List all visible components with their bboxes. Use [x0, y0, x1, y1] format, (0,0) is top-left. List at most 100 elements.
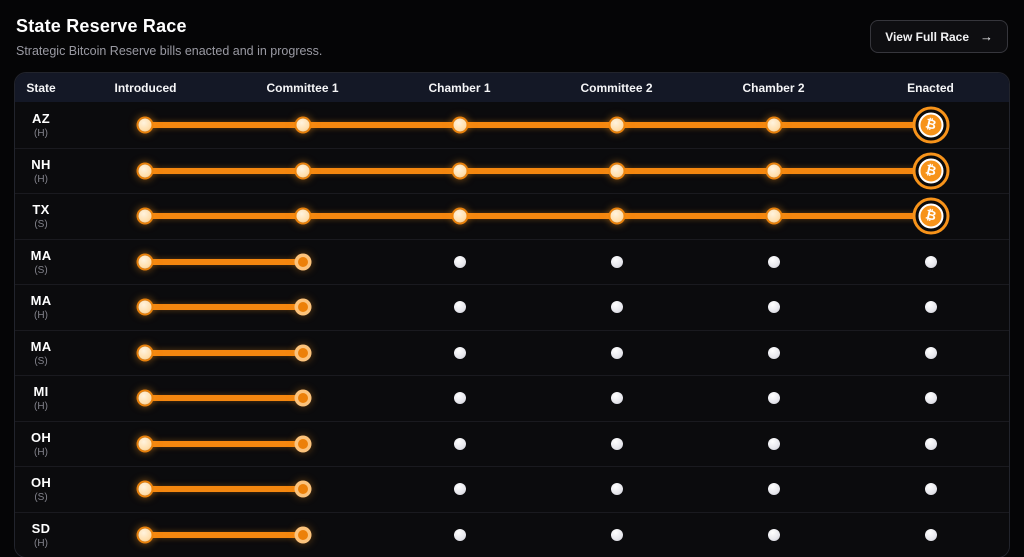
milestone-dot-completed	[138, 255, 152, 269]
column-header-committee-2: Committee 2	[580, 80, 653, 95]
milestone-dot-pending	[767, 437, 780, 450]
state-cell: OH (S)	[15, 467, 67, 512]
milestone-dot-pending	[610, 483, 623, 496]
table-row: SD (H)	[15, 511, 1009, 557]
milestone-dot-pending	[610, 346, 623, 359]
milestone-dot-completed	[138, 118, 152, 132]
progress-line	[145, 349, 303, 356]
state-code: OH	[30, 475, 52, 491]
milestone-dot-current	[297, 347, 308, 358]
state-chamber-label: (S)	[34, 355, 48, 367]
progress-line	[145, 486, 303, 493]
progress-track	[67, 331, 1009, 376]
state-chamber-label: (H)	[34, 401, 48, 413]
milestone-dot-pending	[924, 528, 937, 541]
column-header-chamber-2: Chamber 2	[742, 80, 805, 95]
milestone-dot-pending	[767, 392, 780, 405]
progress-line	[145, 304, 303, 311]
bitcoin-badge-inner: ₿	[918, 158, 943, 184]
milestone-dot-completed	[610, 118, 623, 132]
table-row: OH (S)	[15, 466, 1009, 512]
bitcoin-icon: ₿	[923, 162, 938, 180]
milestone-dot-pending	[924, 483, 937, 496]
table-row: MA (S)	[15, 329, 1009, 376]
milestone-dot-pending	[453, 528, 466, 541]
milestone-dot-completed	[138, 209, 152, 223]
state-code: NH	[31, 156, 51, 172]
milestone-dot-current	[297, 484, 308, 495]
bitcoin-icon: ₿	[923, 116, 938, 134]
state-cell: MA (S)	[15, 240, 67, 285]
race-table: State Introduced Committee 1 Chamber 1 C…	[14, 72, 1010, 557]
milestone-dot-pending	[924, 255, 937, 268]
milestone-dot-completed	[138, 437, 152, 451]
milestone-dot-pending	[924, 437, 937, 450]
progress-track	[67, 467, 1009, 512]
progress-line	[145, 440, 303, 447]
milestone-dot-completed	[138, 391, 152, 405]
state-cell: OH (H)	[15, 422, 67, 467]
state-code: OH	[30, 429, 52, 445]
progress-track	[67, 240, 1009, 285]
milestone-dot-pending	[924, 392, 937, 405]
milestone-dot-completed	[138, 482, 152, 496]
milestone-dot-pending	[453, 437, 466, 450]
milestone-dot-pending	[453, 483, 466, 496]
milestone-dot-pending	[610, 301, 623, 314]
view-full-race-button[interactable]: View Full Race →	[870, 20, 1008, 53]
progress-track	[67, 285, 1009, 330]
state-cell: NH (H)	[15, 149, 67, 194]
milestone-dot-pending	[610, 255, 623, 268]
state-cell: MA (H)	[15, 285, 67, 330]
milestone-dot-pending	[453, 301, 466, 314]
milestone-dot-pending	[924, 346, 937, 359]
milestone-dot-completed	[767, 209, 780, 223]
state-cell: MA (S)	[15, 331, 67, 376]
state-chamber-label: (S)	[34, 264, 48, 276]
state-chamber-label: (H)	[34, 173, 48, 185]
state-cell: SD (H)	[15, 513, 67, 557]
milestone-dot-pending	[453, 392, 466, 405]
progress-track	[67, 513, 1009, 557]
milestone-dot-pending	[610, 528, 623, 541]
milestone-dot-current	[297, 256, 308, 267]
table-row: MI (H)	[15, 375, 1009, 421]
state-code: MA	[30, 293, 52, 309]
milestone-dot-completed	[453, 209, 466, 223]
state-chamber-label: (H)	[34, 446, 48, 458]
milestone-dot-completed	[138, 346, 152, 360]
progress-line	[145, 213, 931, 220]
page-header: State Reserve Race Strategic Bitcoin Res…	[0, 0, 1024, 58]
milestone-dot-pending	[453, 346, 466, 359]
enacted-bitcoin-badge: ₿	[912, 106, 949, 144]
state-code: MA	[30, 247, 52, 263]
milestone-dot-completed	[453, 118, 466, 132]
state-chamber-label: (H)	[34, 537, 48, 549]
milestone-dot-pending	[610, 437, 623, 450]
milestone-dot-completed	[138, 300, 152, 314]
table-row: OH (H)	[15, 420, 1009, 467]
milestone-dot-current	[297, 438, 308, 449]
milestone-dot-completed	[767, 118, 780, 132]
column-header-chamber-1: Chamber 1	[428, 80, 491, 95]
milestone-dot-pending	[767, 255, 780, 268]
milestone-dot-completed	[138, 528, 152, 542]
milestone-dot-current	[297, 529, 308, 540]
state-code: AZ	[32, 110, 50, 126]
state-cell: TX (S)	[15, 194, 67, 239]
milestone-dot-pending	[767, 301, 780, 314]
milestone-dot-current	[297, 302, 308, 313]
milestone-dot-pending	[453, 255, 466, 268]
table-row: MA (H)	[15, 284, 1009, 330]
state-code: MA	[30, 338, 52, 354]
column-header-introduced: Introduced	[114, 80, 177, 95]
column-header-committee-1: Committee 1	[266, 80, 339, 95]
column-header-enacted: Enacted	[907, 80, 954, 95]
bitcoin-icon: ₿	[923, 207, 938, 225]
state-chamber-label: (H)	[34, 310, 48, 322]
progress-track	[67, 376, 1009, 421]
table-row: AZ (H) ₿	[15, 102, 1009, 148]
view-full-race-label: View Full Race	[885, 29, 969, 44]
milestone-dot-current	[297, 393, 308, 404]
